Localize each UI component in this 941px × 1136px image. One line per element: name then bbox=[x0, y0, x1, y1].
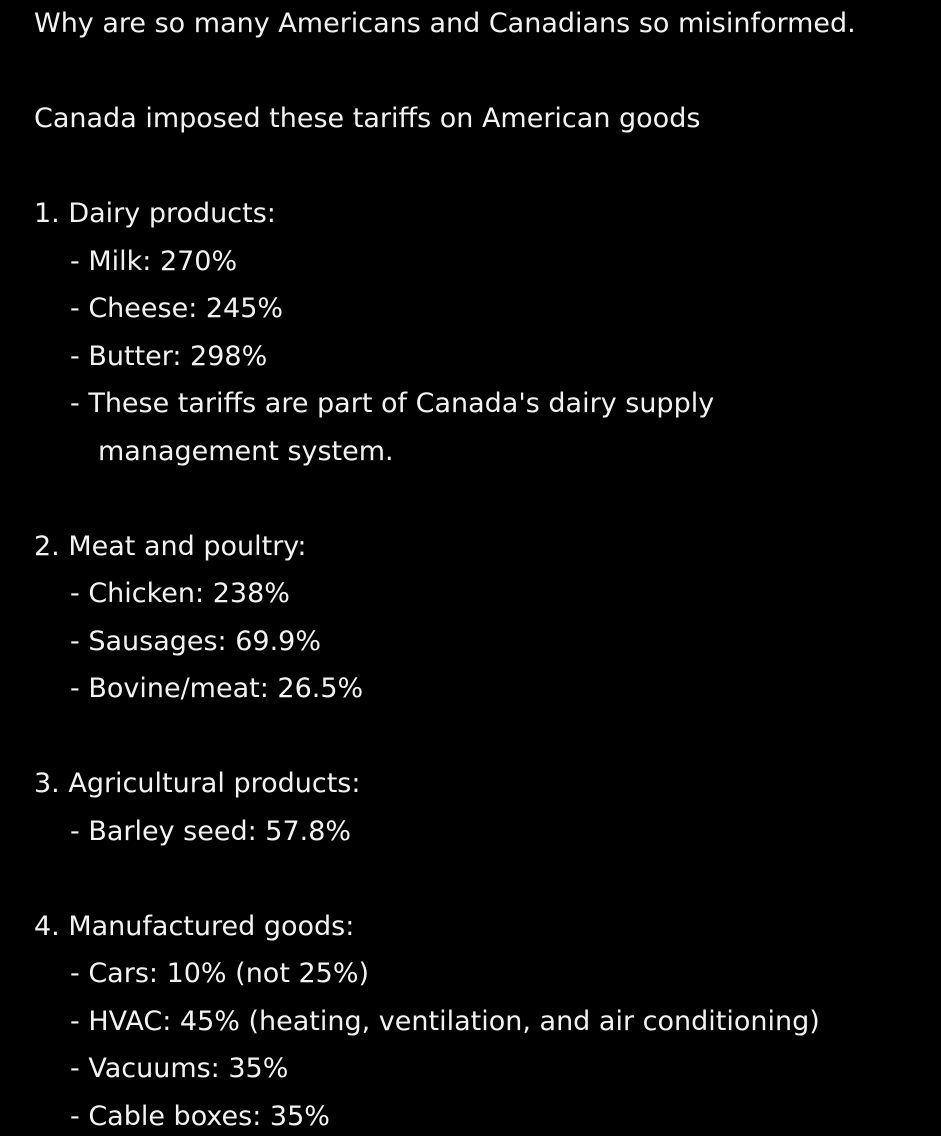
list-item: - HVAC: 45% (heating, ventilation, and a… bbox=[70, 1005, 820, 1037]
list-item: - Milk: 270% bbox=[70, 245, 238, 277]
section-heading: 2. Meat and poultry: bbox=[34, 530, 307, 562]
spacer bbox=[0, 855, 941, 903]
list-item: - Cable boxes: 35% bbox=[70, 1100, 330, 1132]
list-item: - These tariffs are part of Canada's dai… bbox=[70, 388, 715, 419]
list-item: - Cheese: 245% bbox=[70, 293, 284, 324]
spacer bbox=[0, 143, 941, 191]
section-heading: 3. Agricultural products: bbox=[34, 768, 361, 799]
section-heading: 1. Dairy products: bbox=[34, 198, 276, 229]
post-intro: Canada imposed these tariffs on American… bbox=[34, 103, 701, 134]
spacer bbox=[0, 475, 941, 523]
list-item: - Vacuums: 35% bbox=[70, 1053, 289, 1084]
post-title: Why are so many Americans and Canadians … bbox=[34, 8, 856, 39]
list-item: - Cars: 10% (not 25%) bbox=[70, 958, 370, 989]
spacer bbox=[0, 713, 941, 761]
list-item: management system. bbox=[98, 435, 394, 467]
list-item: - Butter: 298% bbox=[70, 340, 268, 372]
list-item: - Sausages: 69.9% bbox=[70, 625, 322, 657]
list-item: - Chicken: 238% bbox=[70, 578, 290, 609]
section-heading: 4. Manufactured goods: bbox=[34, 910, 355, 942]
list-item: - Barley seed: 57.8% bbox=[70, 815, 352, 847]
list-item: - Bovine/meat: 26.5% bbox=[70, 673, 364, 704]
spacer bbox=[0, 48, 941, 96]
